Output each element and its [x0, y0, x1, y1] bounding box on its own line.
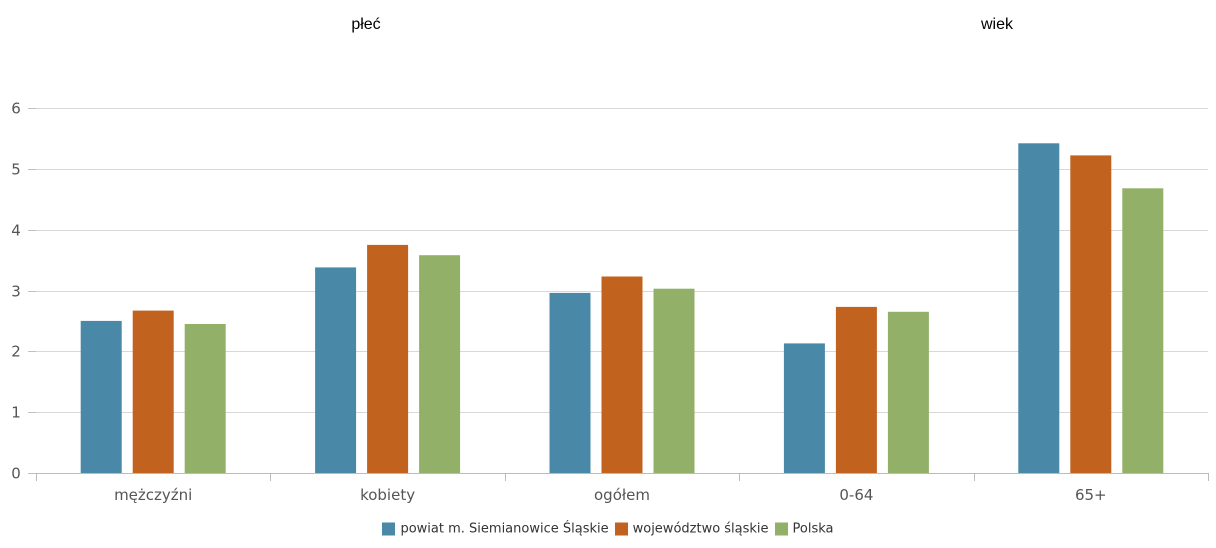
- bar: [1122, 188, 1164, 474]
- x-tick-label: mężczyźni: [114, 486, 192, 504]
- bar: [367, 244, 409, 473]
- legend-item[interactable]: powiat m. Siemianowice Śląskie: [382, 521, 609, 537]
- x-tick-label: kobiety: [360, 486, 415, 504]
- legend-swatch: [382, 522, 396, 536]
- y-tick-label: 1: [11, 404, 21, 422]
- x-tick-label: 0-64: [839, 486, 873, 504]
- y-tick-label: 0: [11, 465, 21, 483]
- bar: [549, 292, 591, 473]
- bar: [80, 320, 122, 473]
- bar: [835, 306, 877, 473]
- group-title-sex: płeć: [351, 16, 381, 33]
- y-tick-label: 3: [11, 283, 21, 301]
- bar: [887, 311, 929, 473]
- bar: [1070, 155, 1112, 473]
- bar: [132, 310, 174, 473]
- y-tick-label: 5: [11, 161, 21, 179]
- legend-label: województwo śląskie: [632, 521, 769, 537]
- legend-swatch: [774, 522, 788, 536]
- legend-swatch: [614, 522, 628, 536]
- x-tick-label: 65+: [1075, 486, 1107, 504]
- bar: [315, 267, 357, 473]
- bar: [184, 324, 226, 473]
- x-tick-label: ogółem: [594, 486, 650, 504]
- group-title-age: wiek: [980, 16, 1013, 33]
- legend-item[interactable]: województwo śląskie: [614, 521, 769, 537]
- bar: [653, 288, 695, 473]
- bar: [419, 255, 461, 473]
- bar: [1018, 143, 1060, 474]
- legend-label: Polska: [792, 521, 834, 537]
- bar: [783, 343, 825, 473]
- legend-label: powiat m. Siemianowice Śląskie: [400, 521, 609, 537]
- y-tick-label: 4: [11, 222, 21, 240]
- y-tick-label: 6: [11, 100, 21, 118]
- y-tick-label: 2: [11, 343, 21, 361]
- legend: powiat m. Siemianowice Śląskie województw…: [0, 522, 1216, 537]
- legend-item[interactable]: Polska: [774, 521, 834, 537]
- bar: [601, 276, 643, 473]
